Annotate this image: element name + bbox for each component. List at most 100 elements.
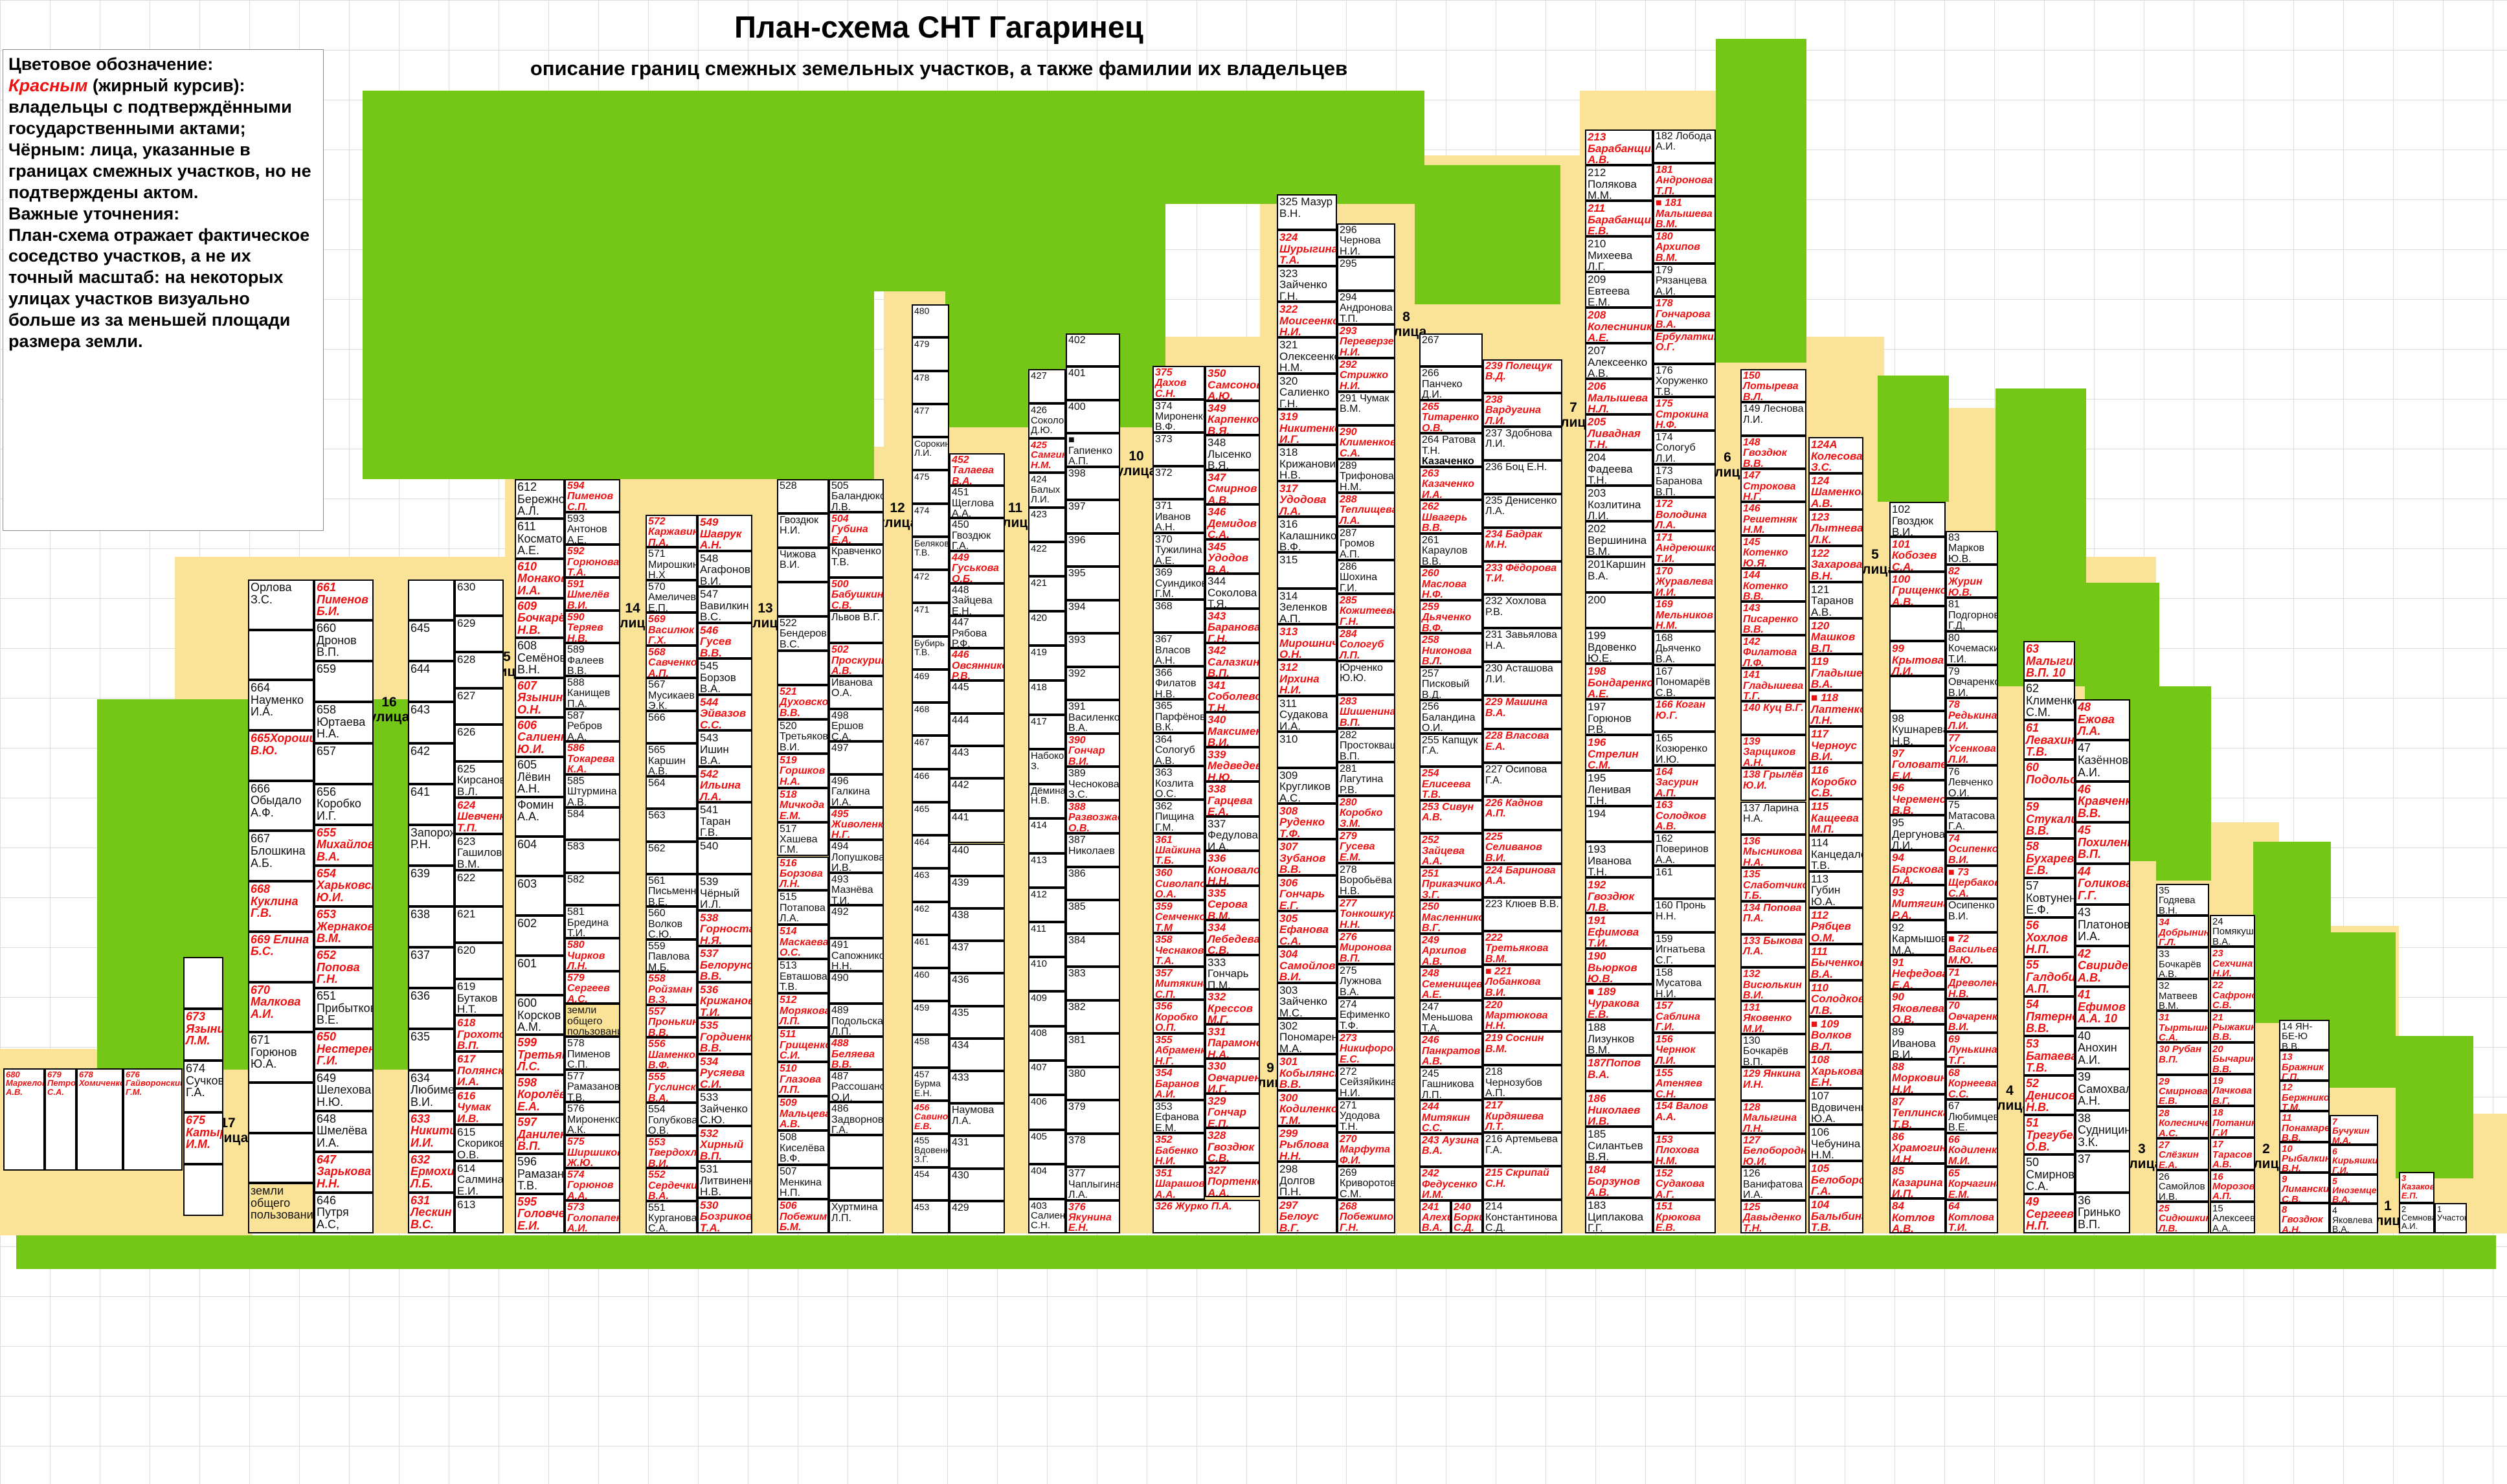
- street-label-13: 13 улица: [745, 601, 786, 631]
- plot-cell: Ербулаткина О.Г.: [1653, 330, 1716, 364]
- plot-398: 398: [1066, 466, 1120, 500]
- plot-178: 178 Гончарова В.А.: [1653, 297, 1716, 330]
- plot-162: 162 Поверинов А.А.: [1653, 832, 1716, 866]
- plot-313: 313 Мирошниченко О.Н.: [1277, 624, 1337, 660]
- plot-35: 35 Годяева В.Н.: [2156, 884, 2209, 916]
- plot-132: 132 Висюлькин В.И.: [1740, 967, 1806, 1001]
- plot-534: 534 Русяева С.И.: [697, 1053, 752, 1090]
- plot-498: 498 Ершов С.А.: [829, 708, 884, 742]
- plot-224: 224 Баринова А.А.: [1483, 863, 1562, 897]
- empty-cell: [183, 957, 223, 1009]
- plot-cell: Юрченко Ю.Ю.: [1337, 661, 1395, 695]
- plot-343: 343 Баранова Г.Н.: [1205, 608, 1260, 643]
- plot-370: 370 Тужилина А.Е.: [1152, 532, 1205, 567]
- plot-642: 642: [408, 743, 455, 784]
- empty-cell: [1889, 606, 1946, 642]
- plot-630: 630: [455, 579, 504, 616]
- plot-528: 528: [777, 479, 829, 513]
- green-area: [2396, 1036, 2473, 1178]
- plot-94: 94 Барскова Л.А.: [1889, 850, 1946, 885]
- plot-187П: 187Попов В.А.: [1585, 1055, 1653, 1091]
- plot-386: 386: [1066, 866, 1120, 901]
- plot-569: 569 Василюк Г.Х.: [646, 613, 697, 646]
- plot-10: 10 Рыбалкин В.Н.: [2279, 1141, 2330, 1173]
- plot-676: 676 Гайворонский Г.М.: [123, 1068, 183, 1171]
- plot-478: 478: [912, 370, 949, 404]
- plot-136: 136 Мысникова Н.А.: [1740, 834, 1806, 868]
- green-area: [1716, 39, 1806, 363]
- plot-cell: Иванова О.А.: [829, 675, 884, 709]
- plot-52: 52 Денисова Н.В.: [2023, 1075, 2075, 1115]
- plot-258: 258 Никонова В.Л.: [1419, 633, 1483, 667]
- plot-622: 622: [455, 870, 504, 906]
- plot-154: 154 Валов А.А.: [1653, 1099, 1716, 1133]
- plot-479: 479: [912, 337, 949, 371]
- plot-536: 536 Крижанович Т.И.: [697, 982, 752, 1018]
- plot-380: 380: [1066, 1066, 1120, 1101]
- plot-243: 243 Аузина В.А.: [1419, 1133, 1483, 1167]
- plot-123: 123 Лытнева Л.К.: [1808, 509, 1863, 546]
- plot-257: 257 Писковый В.Д.: [1419, 666, 1483, 701]
- plot-142: 142 Филатова Л.Ф.: [1740, 635, 1806, 669]
- plot-426: 426 Соколов Д.Ю.: [1028, 403, 1066, 438]
- plot-448: 448 Зайцева Е.Н.: [949, 583, 1005, 616]
- plot-606: 606 Салиенко Ю.И.: [515, 717, 565, 758]
- plot-574: 574 Горюнов А.А.: [565, 1167, 620, 1201]
- plot-617: 617 Полянский И.А.: [455, 1051, 504, 1088]
- plot-119: 119 Гладышева В.А.: [1808, 654, 1863, 691]
- plot-616: 616 Чумак И.В.: [455, 1088, 504, 1125]
- plot-cell: Орлова З.С.: [248, 579, 314, 630]
- plot-358: 358 Чеснакова Т.А.: [1152, 933, 1205, 967]
- street-label-5: 5 улица: [1854, 547, 1896, 578]
- plot-cell: Кравченко Т.В.: [829, 545, 884, 578]
- plot-cell: Хуртмина Л.П.: [829, 1200, 884, 1233]
- plot-382: 382: [1066, 1000, 1120, 1034]
- plot-102: 102 Гвоздюк В.И.: [1889, 502, 1946, 537]
- plot-585: 585 Штурмина А.В.: [565, 774, 620, 807]
- plot-304: 304 Самойлов В.И.: [1277, 947, 1337, 983]
- plot-306: 306 Гончарь Е.Г.: [1277, 875, 1337, 911]
- plot-378: 378: [1066, 1133, 1120, 1167]
- plot-56: 56 Хохлов Н.П.: [2023, 917, 2075, 957]
- plot-461: 461: [912, 934, 949, 968]
- street-label-10: 10 улица: [1116, 449, 1157, 479]
- plot-30: 30 Рубан В.П.: [2156, 1042, 2209, 1075]
- plot-98: 98 Кушнарева Н.В.: [1889, 710, 1946, 746]
- plot-113: 113 Губин Ю.А.: [1808, 871, 1863, 908]
- plot-193: 193 Иванова Т.Н.: [1585, 842, 1653, 877]
- plot-447: 447 Рябова Р.Ф.: [949, 616, 1005, 649]
- plot-205: 205 Ливадная Т.Н.: [1585, 414, 1653, 450]
- plot-203: 203 Козлитина Л.И.: [1585, 486, 1653, 521]
- plot-225: 225 Селиванов В.И.: [1483, 829, 1562, 864]
- plot-267: 267: [1419, 333, 1483, 367]
- plot-444: 444: [949, 713, 1005, 746]
- plot-427: 427: [1028, 369, 1066, 404]
- page-title: План-схема СНТ Гагаринец: [734, 10, 1143, 44]
- green-area: [2156, 686, 2211, 881]
- plot-579: 579 Сергеев А.С.: [565, 971, 620, 1004]
- plot-29: 29 Смирнова Е.В.: [2156, 1074, 2209, 1107]
- plot-310: 310: [1277, 732, 1337, 768]
- plot-669: 669 Елина Б.С.: [248, 931, 314, 982]
- plot-607: 607 Язынина О.Н.: [515, 677, 565, 717]
- plot-430: 430: [949, 1168, 1005, 1201]
- plot-407: 407: [1028, 1061, 1066, 1096]
- plot-85: 85 Казарина И.П.: [1889, 1164, 1946, 1199]
- plot-28: 28 Колесниченко А.С.: [2156, 1106, 2209, 1138]
- plot-296: 296 Чернова Н.И.: [1337, 223, 1395, 257]
- plot-644: 644: [408, 661, 455, 703]
- plot-456: 456 Савинова Е.В.: [912, 1101, 949, 1134]
- plot-168: 168 Дьяченко В.А.: [1653, 631, 1716, 665]
- plot-353: 353 Ефанова Е.М.: [1152, 1099, 1205, 1134]
- plot-521: 521 Духовской В.В.: [777, 684, 829, 719]
- plot-150: 150 Лотырева В.Л.: [1740, 369, 1806, 403]
- plot-347: 347 Смирнов А.В.: [1205, 469, 1260, 504]
- street-label-11: 11 улица: [995, 500, 1036, 531]
- plot-361: 361 Шайкина Т.Б.: [1152, 833, 1205, 867]
- plot-171: 171 Андреюшкова Т.И.: [1653, 531, 1716, 565]
- plot-206: 206 Малышева Н.Л.: [1585, 379, 1653, 414]
- plot-658: 658 Юртаева Н.А.: [314, 702, 374, 743]
- plot-244: 244 Митякин С.С.: [1419, 1100, 1483, 1134]
- plot-535: 535 Гордиенко В.В.: [697, 1018, 752, 1054]
- plot-424: 424 Балых Л.И.: [1028, 473, 1066, 508]
